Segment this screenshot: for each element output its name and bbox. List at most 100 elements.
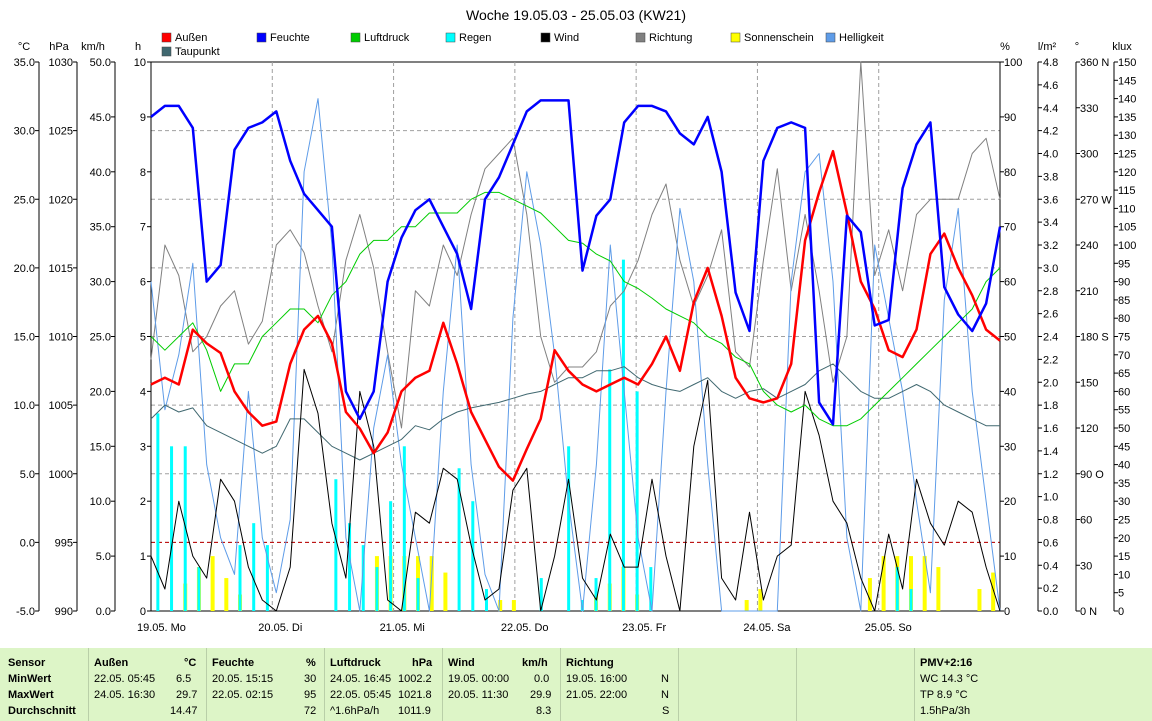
series-line xyxy=(150,61,1001,429)
axis-unit: % xyxy=(1000,41,1010,53)
stats-header-pmv: PMV+2:16 xyxy=(920,657,973,669)
axis-tick-label: 3.6 xyxy=(1043,194,1058,206)
aussen-value: 29.7 xyxy=(176,689,198,701)
axis-tick-label: 20 xyxy=(1004,496,1016,508)
axis-unit: ° xyxy=(1075,41,1079,53)
axis-tick-label: 35 xyxy=(1118,478,1130,490)
axis-tick-label: 1.8 xyxy=(1043,400,1058,412)
legend-item: Richtung xyxy=(635,32,692,44)
axis-tick-label: 4.8 xyxy=(1043,57,1058,69)
bar xyxy=(744,600,749,611)
luftdruck-time: ^1.6hPa/h xyxy=(330,705,380,717)
axis-tick-label: 15 xyxy=(1118,551,1130,563)
legend-item: Taupunkt xyxy=(161,46,220,58)
x-axis-label: 23.05. Fr xyxy=(622,622,666,634)
axis-tick-label: 20.0 xyxy=(14,263,35,275)
legend-label: Regen xyxy=(459,32,491,44)
axis-tick-label: 0.4 xyxy=(1043,560,1058,572)
axis-tick-label: 140 xyxy=(1118,94,1136,106)
series-line xyxy=(150,99,1002,426)
axis-tick-label: 0 N xyxy=(1080,606,1097,618)
bar xyxy=(936,567,941,611)
bar xyxy=(265,545,269,611)
axis-tick-label: 70 xyxy=(1118,350,1130,362)
aussen-time: 24.05. 16:30 xyxy=(94,689,156,701)
bar xyxy=(375,567,379,611)
series-richtung xyxy=(150,61,1001,429)
richtung-time: 19.05. 16:00 xyxy=(566,673,628,685)
legend-label: Luftdruck xyxy=(364,32,410,44)
pmv-value: WC 14.3 °C xyxy=(920,673,979,685)
axis-tick-label: 40 xyxy=(1004,386,1016,398)
axis-tick-label: 0.0 xyxy=(20,537,35,549)
pmv-value: TP 8.9 °C xyxy=(920,689,968,701)
axis-tick-label: 0.0 xyxy=(96,606,111,618)
axis-tick-label: 60 xyxy=(1118,386,1130,398)
axis-tick-label: 1025 xyxy=(49,126,73,138)
stats-header-sensor: Sensor xyxy=(8,657,46,669)
bar xyxy=(991,572,996,611)
axis-tick-label: 3.4 xyxy=(1043,217,1058,229)
axis-tick-label: 1000 xyxy=(49,469,73,481)
bar xyxy=(183,446,187,611)
bar xyxy=(156,413,160,611)
bar xyxy=(348,523,352,611)
axis-tick-label: 0.8 xyxy=(1043,515,1058,527)
axis-tick-label: 15.0 xyxy=(14,332,35,344)
legend-item: Luftdruck xyxy=(350,32,410,44)
axis-tick-label: 45.0 xyxy=(90,112,111,124)
axis-tick-label: 2.0 xyxy=(1043,377,1058,389)
richtung-value: S xyxy=(662,705,670,717)
stats-header-feuchte-unit: % xyxy=(306,657,316,669)
axis-tick-label: 35.0 xyxy=(14,57,35,69)
legend-item: Regen xyxy=(445,32,491,44)
bar xyxy=(758,589,763,611)
richtung-value: N xyxy=(661,689,669,701)
stats-header-feuchte: Feuchte xyxy=(212,657,255,669)
axis-tick-label: 50.0 xyxy=(90,57,111,69)
axis-tick-label: 180 S xyxy=(1080,332,1109,344)
bar xyxy=(443,572,448,611)
aussen-value: 6.5 xyxy=(176,673,192,685)
axis-tick-label: 105 xyxy=(1118,222,1136,234)
feuchte-time: 20.05. 15:15 xyxy=(212,673,274,685)
axis-tick-label: 150 xyxy=(1118,57,1136,69)
axis-tick-label: 145 xyxy=(1118,75,1136,87)
axis-tick-label: 50 xyxy=(1004,332,1016,344)
axis-unit: h xyxy=(135,41,141,53)
luftdruck-value: 1021.8 xyxy=(398,689,432,701)
series-line xyxy=(150,368,1001,612)
axis-tick-label: 55 xyxy=(1118,405,1130,417)
series-line xyxy=(150,149,1001,482)
axis-tick-label: 4.6 xyxy=(1043,80,1058,92)
axis-tick-label: 3.2 xyxy=(1043,240,1058,252)
axis-tick-label: 1015 xyxy=(49,263,73,275)
bar xyxy=(224,578,229,611)
wind-time: 20.05. 11:30 xyxy=(448,689,509,701)
legend-label: Sonnenschein xyxy=(744,32,814,44)
axis-tick-label: 80 xyxy=(1004,167,1016,179)
axis-tick-label: 270 W xyxy=(1080,194,1112,206)
axis-tick-label: 115 xyxy=(1118,185,1136,197)
stats-header-aussen: Außen xyxy=(94,657,129,669)
legend-swatch xyxy=(635,32,646,43)
bar xyxy=(909,589,913,611)
legend-swatch xyxy=(445,32,456,43)
axis-tick-label: 2.8 xyxy=(1043,286,1058,298)
axis-tick-label: 20 xyxy=(1118,533,1130,545)
bar xyxy=(580,600,584,611)
wind-value: 8.3 xyxy=(536,705,552,717)
bar xyxy=(922,556,927,611)
axis-tick-label: 6 xyxy=(140,277,146,289)
axis-tick-label: 240 xyxy=(1080,240,1098,252)
luftdruck-time: 22.05. 05:45 xyxy=(330,689,392,701)
legend-swatch xyxy=(161,46,172,57)
feuchte-value: 95 xyxy=(304,689,317,701)
bar xyxy=(361,545,365,611)
axis-tick-label: 30.0 xyxy=(14,126,35,138)
statistics-panel: Sensor Außen °C Feuchte % Luftdruck hPa … xyxy=(0,648,1152,721)
axis-tick-label: 1030 xyxy=(49,57,73,69)
axis-tick-label: 5.0 xyxy=(20,469,35,481)
legend-swatch xyxy=(730,32,741,43)
